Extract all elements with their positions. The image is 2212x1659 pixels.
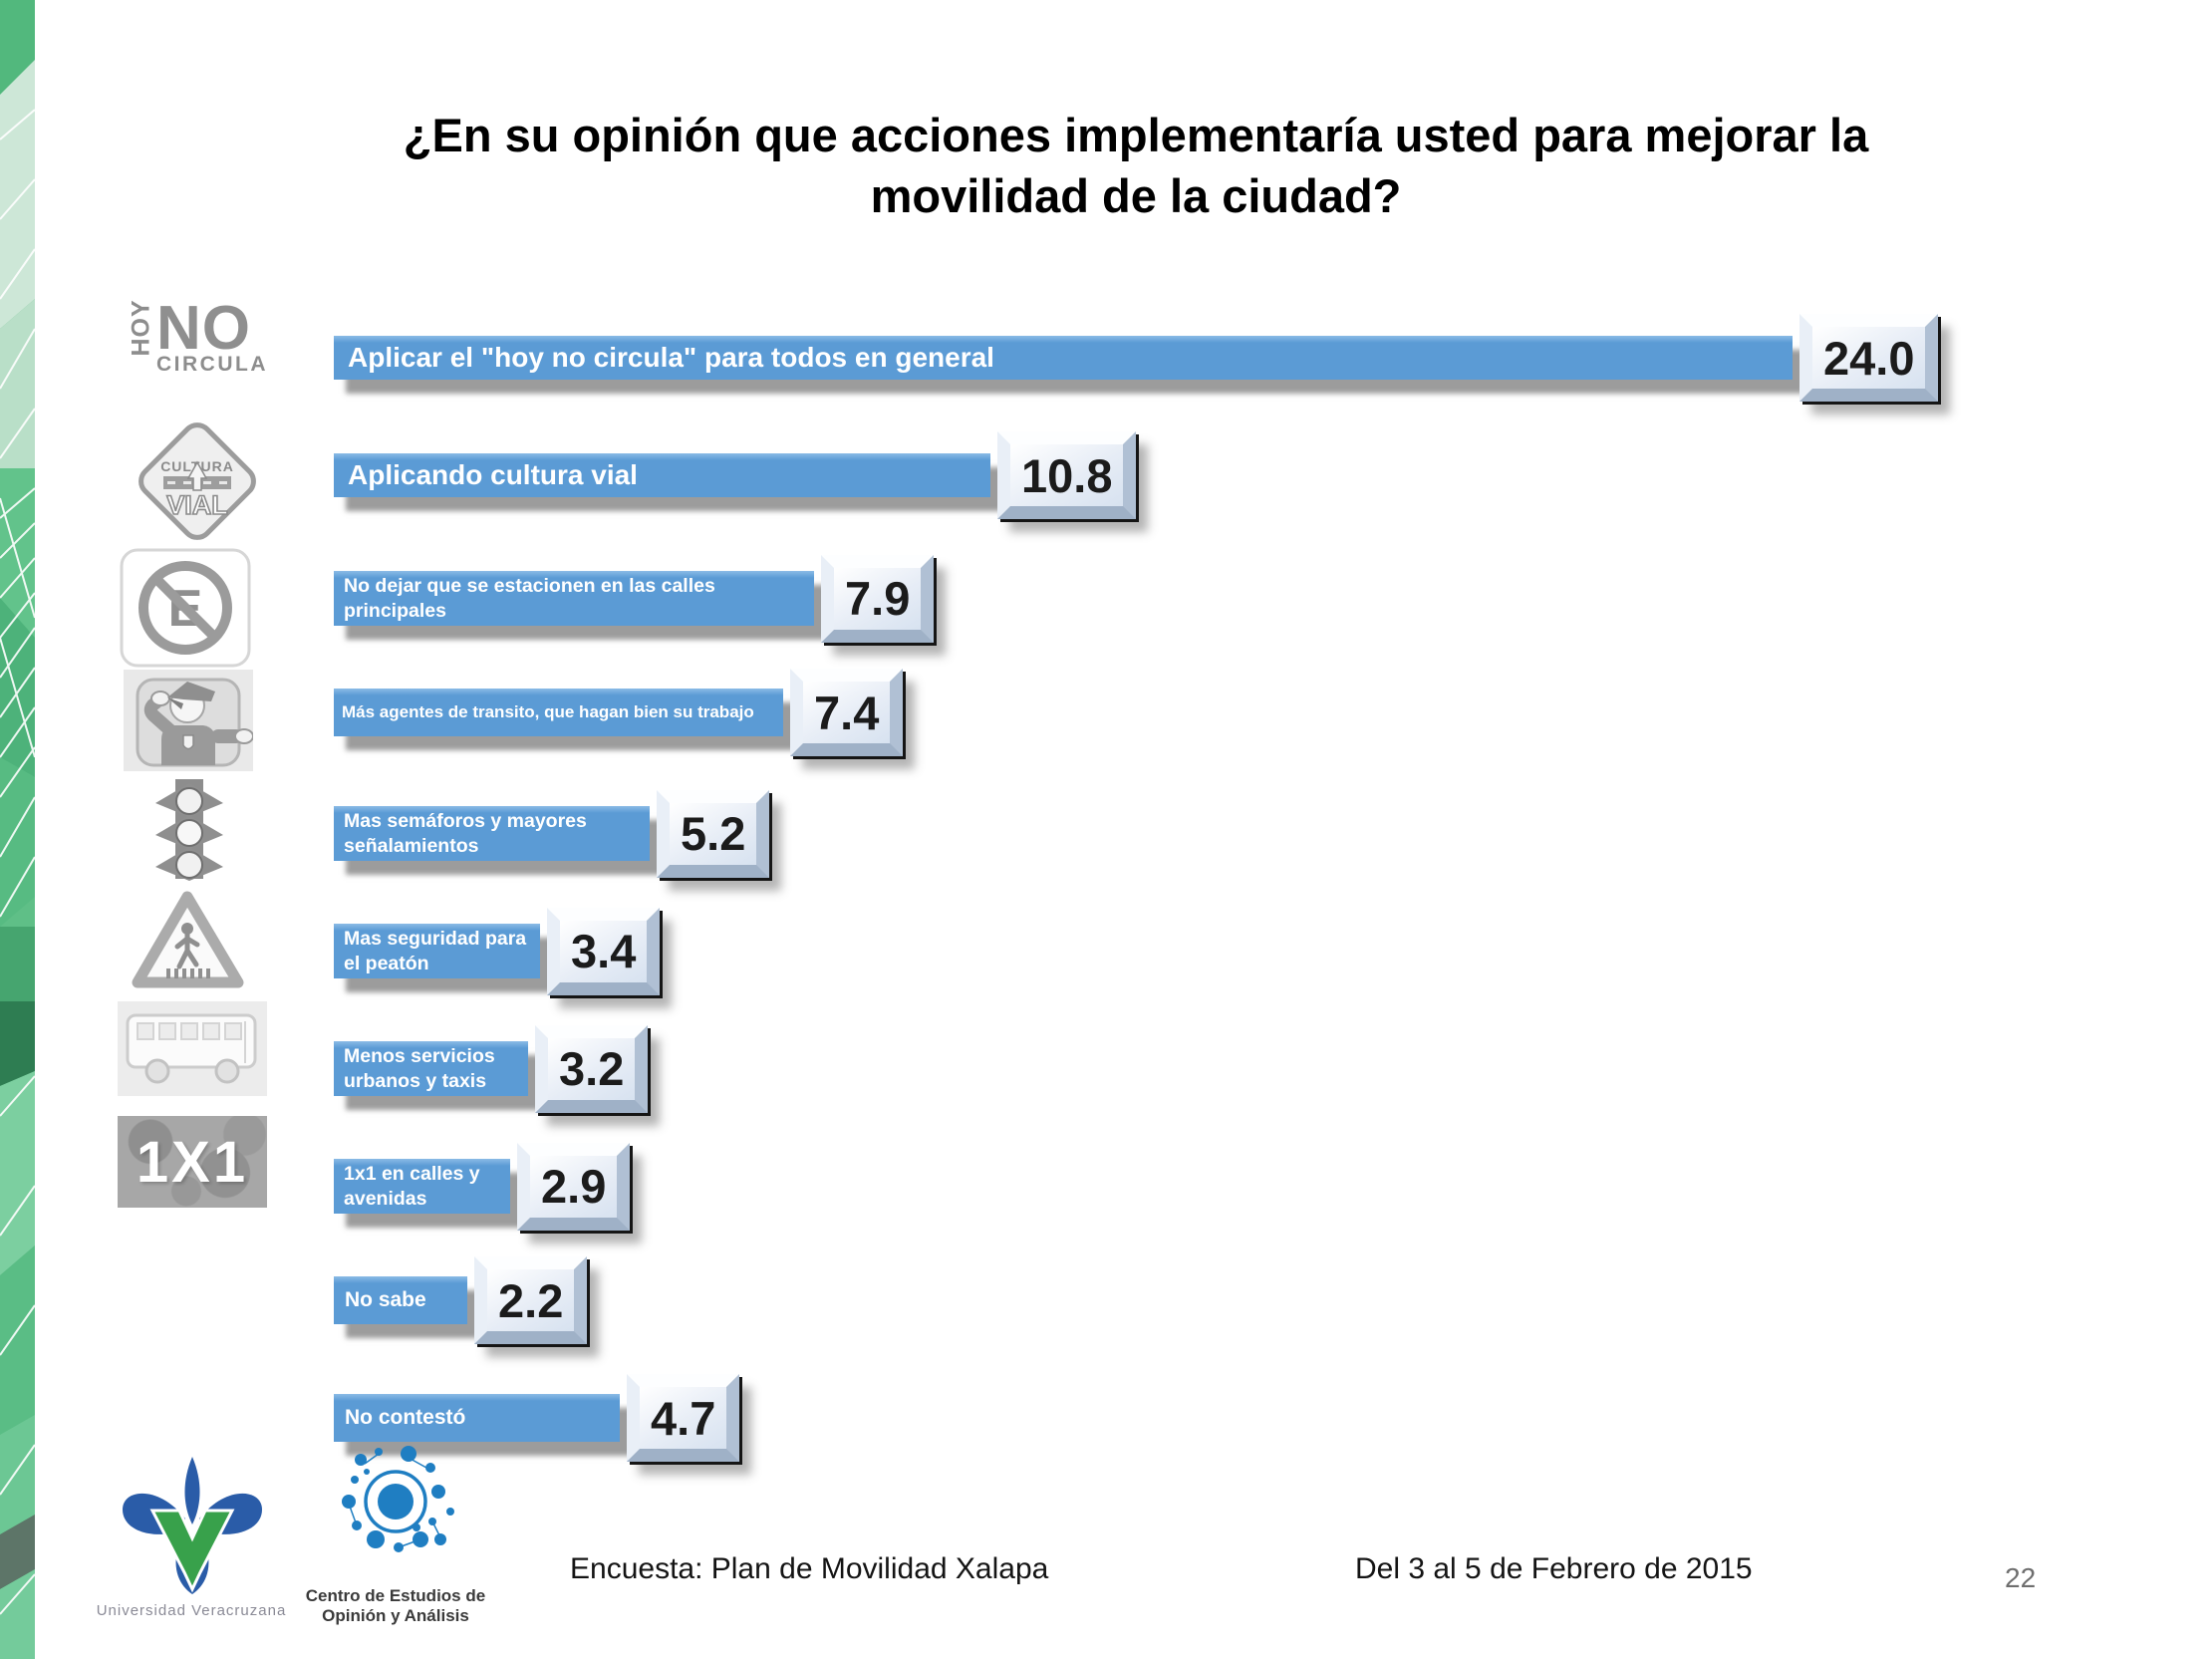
one-by-one-icon-box: 1X1 xyxy=(118,1116,267,1208)
bar: Menos servicios urbanos y taxis xyxy=(334,1041,528,1096)
hoy-no-circula-icon: HOY NO CIRCULA xyxy=(127,293,268,377)
universidad-veracruzana-logo-icon xyxy=(123,1457,262,1594)
bar: Mas seguridad para el peatón xyxy=(334,924,540,978)
bar-label: No dejar que se estacionen en las calles… xyxy=(344,575,715,622)
title-line-2: movilidad de la ciudad? xyxy=(870,169,1402,223)
value-box: 4.7 xyxy=(627,1374,740,1462)
one-by-one-icon: 1X1 xyxy=(118,1116,267,1208)
value-box: 10.8 xyxy=(997,431,1137,519)
bar-label: No contestó xyxy=(345,1406,466,1429)
bar-label: Mas semáforos y mayores señalamientos xyxy=(344,810,587,857)
value-box: 24.0 xyxy=(1799,314,1939,402)
bar-label: Más agentes de transito, que hagan bien … xyxy=(342,702,754,721)
no-parking-icon-box: E xyxy=(118,548,253,668)
traffic-agent-icon xyxy=(124,670,253,771)
svg-text:VIAL: VIAL xyxy=(166,490,228,520)
value-box: 2.2 xyxy=(474,1256,588,1344)
hoy-no-circula-icon-box: HOY NO CIRCULA xyxy=(128,292,267,390)
value-box: 2.9 xyxy=(517,1142,631,1231)
pedestrian-crossing-icon xyxy=(132,891,244,988)
value-box: 7.9 xyxy=(821,554,935,643)
traffic-light-icon-box xyxy=(145,775,233,885)
bar-label: Aplicando cultura vial xyxy=(348,459,638,490)
bar-label: 1x1 en calles y avenidas xyxy=(344,1163,480,1210)
ceoa-logo-icon xyxy=(342,1446,454,1552)
footer-survey-label: Encuesta: Plan de Movilidad Xalapa xyxy=(570,1552,1049,1585)
ceoa-logo-caption: Centro de Estudios de Opinión y Análisis xyxy=(271,1586,520,1627)
bar: Más agentes de transito, que hagan bien … xyxy=(334,689,783,736)
bar: Aplicar el "hoy no circula" para todos e… xyxy=(334,336,1793,380)
bar-label: Aplicar el "hoy no circula" para todos e… xyxy=(348,342,994,373)
footer-dates-label: Del 3 al 5 de Febrero de 2015 xyxy=(1355,1552,1753,1585)
bar: Mas semáforos y mayores señalamientos xyxy=(334,806,650,861)
page-number: 22 xyxy=(2005,1562,2037,1593)
cultura-vial-icon-box: CULTURAVIAL xyxy=(120,409,267,553)
bar: No dejar que se estacionen en las calles… xyxy=(334,571,814,626)
traffic-agent-icon-box xyxy=(124,670,253,771)
bar: 1x1 en calles y avenidas xyxy=(334,1159,510,1214)
ceoa-caption-line-1: Centro de Estudios de xyxy=(305,1586,486,1605)
bus-icon-box xyxy=(118,1001,267,1096)
pedestrian-crossing-icon-box xyxy=(131,889,245,990)
title-line-1: ¿En su opinión que acciones implementarí… xyxy=(403,109,1869,161)
bar: No sabe xyxy=(334,1276,467,1324)
bar-label: Mas seguridad para el peatón xyxy=(344,928,527,974)
cultura-vial-icon: CULTURAVIAL xyxy=(138,422,256,540)
bar-label: Menos servicios urbanos y taxis xyxy=(344,1045,495,1092)
bar-label: No sabe xyxy=(345,1288,426,1311)
bar: Aplicando cultura vial xyxy=(334,453,990,497)
no-parking-icon: E xyxy=(120,548,251,668)
value-box: 3.2 xyxy=(535,1024,649,1113)
bar: No contestó xyxy=(334,1394,620,1442)
uv-logo-caption: Universidad Veracruzana xyxy=(96,1602,287,1619)
page-title: ¿En su opinión que acciones implementarí… xyxy=(229,105,2043,226)
traffic-light-icon xyxy=(155,779,223,881)
value-box: 5.2 xyxy=(657,789,770,878)
green-decoration-strip xyxy=(0,0,35,1659)
ceoa-caption-line-2: Opinión y Análisis xyxy=(322,1606,469,1626)
bus-icon xyxy=(118,1001,267,1096)
value-box: 7.4 xyxy=(790,669,904,756)
value-box: 3.4 xyxy=(547,907,661,995)
